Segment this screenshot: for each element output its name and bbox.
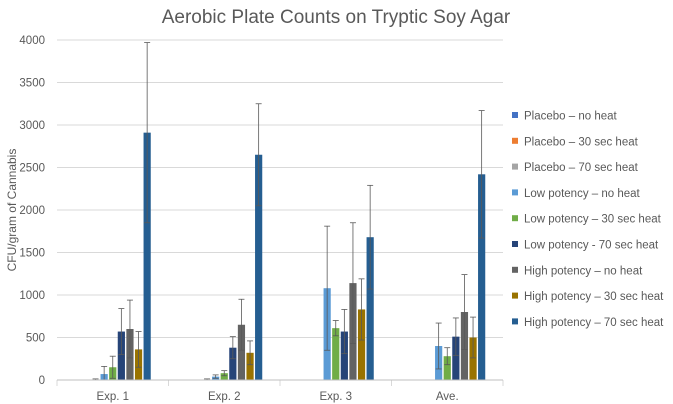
legend-swatch [512,189,518,196]
error-bar [221,370,228,377]
bar [237,324,246,380]
legend-item: Low potency – 30 sec heat [512,214,662,226]
legend-swatch [512,112,518,118]
bar [366,237,374,380]
error-bar [358,278,365,341]
gridlines [57,39,503,381]
y-tick-label: 500 [26,333,45,345]
bar [117,331,125,380]
error-bar [238,298,245,351]
legend-swatch [512,137,518,144]
legend-swatch [512,215,518,222]
bar [478,174,486,380]
error-bar [229,336,236,360]
y-axis-ticks: 0 500 1000 1500 2000 2500 3000 3500 4000 [19,35,45,387]
legend-swatch [512,163,518,170]
x-tick-label: Exp. 2 [208,391,241,403]
bar [332,328,340,380]
error-bar [367,184,374,290]
error-bar [341,309,348,355]
x-tick-label: Exp. 3 [319,391,352,403]
legend-swatch [512,266,518,273]
legend-item: Placebo – 30 sec heat [512,136,639,148]
bar [229,347,237,380]
bar [143,132,151,380]
legend-item: Placebo – no heat [512,111,618,123]
bar [220,373,228,380]
legend-item: High potency – 70 sec heat [512,317,664,329]
bar [246,352,254,380]
legend-item: Low potency - 70 sec heat [512,240,659,252]
error-bar [247,340,254,366]
legend-label: Low potency – 30 sec heat [524,214,662,226]
y-axis-title: CFU/gram of Cannabis [5,149,19,272]
y-tick-label: 2500 [19,163,45,175]
legend-item: High potency – 30 sec heat [512,291,664,303]
error-bar [135,331,142,368]
error-bar [109,355,116,379]
error-bar [324,225,331,351]
error-bar [349,222,356,344]
y-tick-label: 3000 [19,120,45,132]
error-bar [478,110,485,239]
error-bar [470,316,477,359]
chart-title: Aerobic Plate Counts on Tryptic Soy Agar [162,7,511,28]
error-bar [212,374,219,379]
bar [357,309,366,380]
bar [340,331,348,380]
legend-item: Low potency – no heat [512,188,641,200]
y-tick-label: 4000 [19,35,45,47]
bar [469,337,477,380]
legend-label: Low potency – no heat [524,188,641,200]
error-bar [332,320,339,337]
legend-swatch [512,241,518,247]
legend-item: High potency – no heat [512,265,643,277]
y-tick-label: 0 [39,375,45,387]
error-bar [461,274,468,350]
error-bar [144,42,151,224]
legend-label: Placebo – no heat [524,111,618,123]
legend-label: High potency – 70 sec heat [524,317,664,329]
y-tick-label: 3500 [19,78,45,90]
x-tick-label: Ave. [436,391,459,403]
y-tick-label: 2000 [19,205,45,217]
x-axis-ticks: Exp. 1 Exp. 2 Exp. 3 Ave. [56,379,504,403]
legend-swatch [512,318,518,325]
error-bars [92,42,485,381]
error-bar [444,347,451,366]
legend-swatch [512,292,518,299]
bar [443,356,451,380]
bar [452,336,460,380]
legend-label: High potency – 30 sec heat [524,291,664,303]
error-bar [126,299,133,359]
legend: Placebo – no heat Placebo – 30 sec heat Pl… [512,111,664,329]
error-bar [435,322,442,370]
bar-groups [91,132,486,380]
bar [255,154,263,380]
error-bar [255,103,262,207]
y-tick-label: 1500 [19,248,45,260]
legend-item: Placebo – 70 sec heat [512,162,639,174]
legend-label: Placebo – 70 sec heat [524,162,639,174]
y-tick-label: 1000 [19,290,45,302]
legend-label: High potency – no heat [524,265,643,277]
legend-label: Placebo – 30 sec heat [524,136,639,148]
error-bar [118,308,125,355]
x-tick-label: Exp. 1 [96,391,129,403]
error-bar [452,317,459,356]
legend-label: Low potency - 70 sec heat [524,240,659,252]
